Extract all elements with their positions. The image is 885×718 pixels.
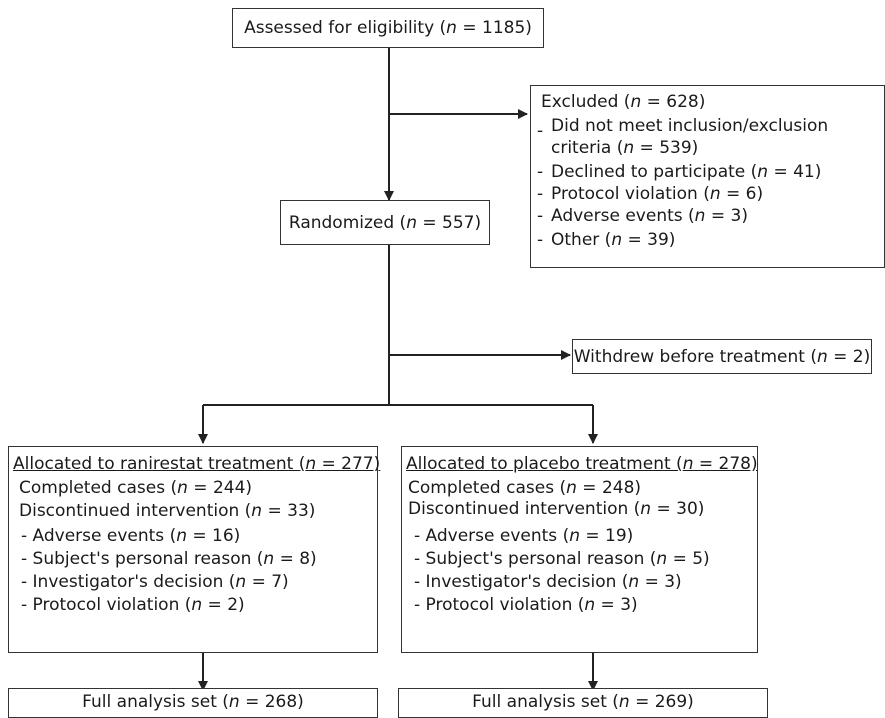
discontinue-reason: - Subject's personal reason (n = 5) bbox=[414, 549, 710, 569]
withdrew-box: Withdrew before treatment (n = 2) bbox=[572, 339, 872, 374]
discontinued-intervention: Discontinued intervention (n = 30) bbox=[408, 499, 704, 519]
excluded-item-line: Declined to participate (n = 41) bbox=[551, 162, 821, 182]
excluded-item-line: criteria (n = 539) bbox=[551, 138, 698, 158]
excluded-item-prefix: - bbox=[537, 121, 543, 141]
discontinue-reason: - Investigator's decision (n = 7) bbox=[21, 572, 289, 592]
excluded-item-prefix: - bbox=[537, 206, 543, 226]
assessed-box: Assessed for eligibility (n = 1185) bbox=[232, 8, 544, 48]
discontinue-reason: - Subject's personal reason (n = 8) bbox=[21, 549, 317, 569]
arm-title: Allocated to placebo treatment (n = 278) bbox=[406, 454, 758, 474]
analysis-text: Full analysis set (n = 269) bbox=[472, 692, 694, 712]
excluded-item-prefix: - bbox=[537, 184, 543, 204]
completed-cases: Completed cases (n = 248) bbox=[408, 478, 641, 498]
randomized-text: Randomized (n = 557) bbox=[289, 213, 481, 233]
excluded-item-line: Protocol violation (n = 6) bbox=[551, 184, 763, 204]
discontinue-reason: - Adverse events (n = 16) bbox=[21, 526, 240, 546]
excluded-item-prefix: - bbox=[537, 230, 543, 250]
placebo-analysis-box: Full analysis set (n = 269) bbox=[398, 688, 768, 718]
excluded-item-line: Adverse events (n = 3) bbox=[551, 206, 748, 226]
randomized-box: Randomized (n = 557) bbox=[280, 200, 490, 245]
arm-title: Allocated to ranirestat treatment (n = 2… bbox=[13, 454, 380, 474]
discontinue-reason: - Investigator's decision (n = 3) bbox=[414, 572, 682, 592]
ranirestat-arm-box: Allocated to ranirestat treatment (n = 2… bbox=[8, 446, 378, 653]
withdrew-text: Withdrew before treatment (n = 2) bbox=[574, 347, 871, 367]
excluded-item-prefix: - bbox=[537, 162, 543, 182]
excluded-item-line: Other (n = 39) bbox=[551, 230, 675, 250]
analysis-text: Full analysis set (n = 268) bbox=[82, 692, 304, 712]
placebo-arm-box: Allocated to placebo treatment (n = 278)… bbox=[401, 446, 758, 653]
assessed-text: Assessed for eligibility (n = 1185) bbox=[244, 18, 532, 38]
discontinue-reason: - Protocol violation (n = 2) bbox=[21, 595, 245, 615]
discontinue-reason: - Adverse events (n = 19) bbox=[414, 526, 633, 546]
excluded-title: Excluded (n = 628) bbox=[541, 92, 705, 112]
discontinue-reason: - Protocol violation (n = 3) bbox=[414, 595, 638, 615]
discontinued-intervention: Discontinued intervention (n = 33) bbox=[19, 501, 315, 521]
ranirestat-analysis-box: Full analysis set (n = 268) bbox=[8, 688, 378, 718]
excluded-item-line: Did not meet inclusion/exclusion bbox=[551, 116, 828, 136]
excluded-box: Excluded (n = 628) - Did not meet inclus… bbox=[530, 85, 885, 268]
completed-cases: Completed cases (n = 244) bbox=[19, 478, 252, 498]
